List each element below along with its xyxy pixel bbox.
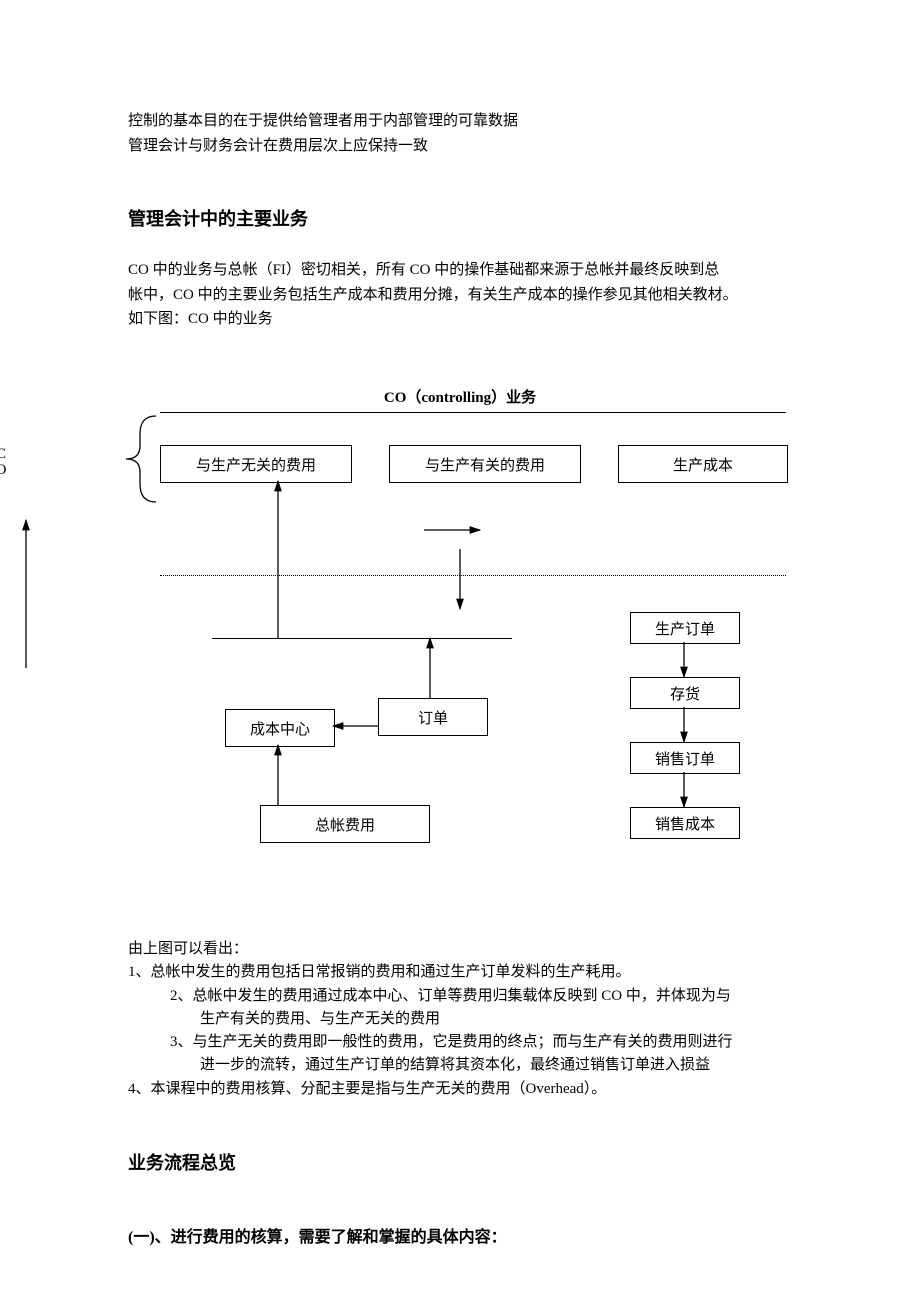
intro-line-1: 控制的基本目的在于提供给管理者用于内部管理的可靠数据 (128, 110, 828, 133)
after-item-1: 1、总帐中发生的费用包括日常报销的费用和通过生产订单发料的生产耗用。 (128, 961, 828, 984)
heading-main-business: 管理会计中的主要业务 (128, 205, 828, 231)
after-lead: 由上图可以看出： (128, 938, 828, 961)
after-item-3b: 进一步的流转，通过生产订单的结算将其资本化，最终通过销售订单进入损益 (128, 1054, 828, 1077)
arrows-layer (0, 378, 920, 908)
co-business-diagram: CO（controlling）业务 C O 与生产无关的费用 与生产有关的费用 … (0, 378, 920, 908)
body-line-1: CO 中的业务与总帐（FI）密切相关，所有 CO 中的操作基础都来源于总帐并最终… (128, 259, 828, 282)
body-line-3: 如下图：CO 中的业务 (128, 308, 828, 331)
page-content: 控制的基本目的在于提供给管理者用于内部管理的可靠数据 管理会计与财务会计在费用层… (128, 110, 828, 333)
intro-line-2: 管理会计与财务会计在费用层次上应保持一致 (128, 135, 828, 158)
body-line-2: 帐中，CO 中的主要业务包括生产成本和费用分摊，有关生产成本的操作参见其他相关教… (128, 284, 828, 307)
after-item-2b: 生产有关的费用、与生产无关的费用 (128, 1008, 828, 1031)
after-item-4: 4、本课程中的费用核算、分配主要是指与生产无关的费用（Overhead）。 (128, 1078, 828, 1101)
subheading-1: (一)、进行费用的核算，需要了解和掌握的具体内容： (128, 1223, 828, 1247)
after-item-2a: 2、总帐中发生的费用通过成本中心、订单等费用归集载体反映到 CO 中，并体现为与 (128, 985, 828, 1008)
heading-process-overview: 业务流程总览 (128, 1149, 828, 1175)
after-item-3a: 3、与生产无关的费用即一般性的费用，它是费用的终点；而与生产有关的费用则进行 (128, 1031, 828, 1054)
after-diagram-text: 由上图可以看出： 1、总帐中发生的费用包括日常报销的费用和通过生产订单发料的生产… (128, 938, 828, 1257)
